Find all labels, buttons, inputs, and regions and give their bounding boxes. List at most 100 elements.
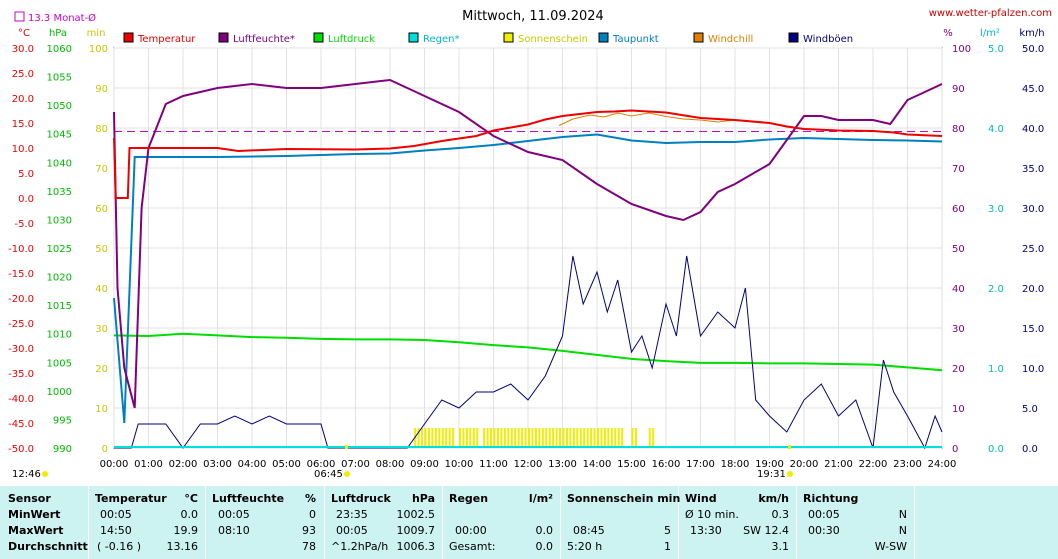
sunshine-bar bbox=[486, 428, 489, 448]
moonrise-icon bbox=[42, 471, 48, 477]
sunshine-bar bbox=[500, 428, 503, 448]
wind-tick-label: 10.0 bbox=[1022, 364, 1044, 375]
rain-tick-label: 5.0 bbox=[988, 44, 1004, 55]
sunshine-bar bbox=[452, 428, 455, 448]
minutes-tick-label: 30 bbox=[95, 324, 108, 335]
sunshine-bar bbox=[438, 428, 441, 448]
temp-tick-label: -20.0 bbox=[8, 294, 34, 305]
pressure-tick-label: 1010 bbox=[47, 330, 72, 341]
column-divider bbox=[442, 486, 443, 559]
x-tick-label: 19:00 bbox=[755, 459, 784, 470]
humidity-tick-label: 80 bbox=[952, 124, 965, 135]
x-tick-label: 20:00 bbox=[790, 459, 819, 470]
sunshine-bar bbox=[414, 428, 417, 448]
temp-tick-label: 20.0 bbox=[12, 94, 34, 105]
pressure-avg-value: 1006.3 bbox=[396, 540, 436, 553]
sunshine-bar bbox=[593, 428, 596, 448]
x-tick-label: 12:00 bbox=[514, 459, 543, 470]
sunshine-bar bbox=[531, 428, 534, 448]
temp-tick-label: -40.0 bbox=[8, 394, 34, 405]
minutes-tick-label: 100 bbox=[89, 44, 108, 55]
minutes-tick-label: 80 bbox=[95, 124, 108, 135]
legend-entry: Regen* bbox=[423, 34, 460, 45]
x-tick-label: 04:00 bbox=[238, 459, 267, 470]
temp-trend: ( -0.16 ) bbox=[97, 540, 142, 553]
pressure-min-time: 23:35 bbox=[336, 508, 368, 521]
wind-unit: km/h bbox=[758, 492, 789, 505]
rain-tick-label: 1.0 bbox=[988, 364, 1004, 375]
sunshine-bar bbox=[597, 428, 599, 448]
column-divider bbox=[914, 486, 915, 559]
humidity-avg-value: 78 bbox=[302, 540, 316, 553]
humidity-tick-label: 40 bbox=[952, 284, 965, 295]
column-divider bbox=[796, 486, 797, 559]
sunshine-bar bbox=[648, 428, 651, 448]
sunshine-bar bbox=[417, 428, 420, 448]
weather-chart: -50.0 -45.0 -40.0 -35.0 -30.0 -25.0 -20.0 -15.0… bbox=[0, 0, 1058, 486]
temp-tick-label: 25.0 bbox=[12, 69, 34, 80]
pressure-tick-label: 990 bbox=[53, 444, 72, 455]
temp-tick-label: 10.0 bbox=[12, 144, 34, 155]
legend: Temperatur Luftfeuchte* Luftdruck Regen* Son… bbox=[123, 32, 853, 45]
sunshine-bar bbox=[503, 428, 506, 448]
temp-avg-value: 13.16 bbox=[166, 540, 199, 553]
direction-min-value: N bbox=[898, 508, 907, 521]
minutes-tick-label: 40 bbox=[95, 284, 108, 295]
wind-tick-label: 0.0 bbox=[1022, 444, 1038, 455]
sunrise-time: 06:45 bbox=[314, 469, 343, 480]
wind-tick-label: 25.0 bbox=[1022, 244, 1044, 255]
row-label-min: MinWert bbox=[8, 508, 61, 521]
sunrise-icon bbox=[344, 471, 350, 477]
rain-axis-unit: l/m² bbox=[980, 28, 1000, 39]
pressure-tick-label: 1035 bbox=[47, 187, 72, 198]
axis-tick-labels: -50.0 -45.0 -40.0 -35.0 -30.0 -25.0 -20.0 -15.0… bbox=[8, 44, 1044, 470]
humidity-max-time: 08:10 bbox=[218, 524, 250, 537]
sunshine-bar bbox=[521, 428, 524, 448]
x-tick-label: 21:00 bbox=[824, 459, 853, 470]
pressure-tick-label: 1050 bbox=[47, 101, 72, 112]
month-avg-label: 13.3 Monat-Ø bbox=[28, 12, 96, 24]
temp-tick-label: -15.0 bbox=[8, 269, 34, 280]
pressure-tick-label: 1020 bbox=[47, 273, 72, 284]
wind-avg-value: 3.1 bbox=[771, 540, 790, 553]
rain-tick-label: 0.0 bbox=[988, 444, 1004, 455]
sunshine-bar bbox=[586, 428, 589, 448]
sunshine-bar bbox=[434, 428, 437, 448]
sunshine-header: Sonnenschein min bbox=[567, 492, 681, 505]
pressure-tick-label: 1025 bbox=[47, 244, 72, 255]
temp-header: Temperatur bbox=[95, 492, 167, 505]
temp-min-value: 0.0 bbox=[180, 508, 199, 521]
pressure-trend: ^1.2hPa/h bbox=[331, 540, 389, 553]
wind-min-value: 0.3 bbox=[771, 508, 790, 521]
sunshine-bar bbox=[559, 428, 562, 448]
pressure-axis-unit: hPa bbox=[49, 28, 67, 39]
x-tick-label: 02:00 bbox=[169, 459, 198, 470]
x-tick-label: 01:00 bbox=[134, 459, 163, 470]
temp-axis-unit: °C bbox=[18, 28, 30, 39]
sunshine-bar bbox=[424, 428, 427, 448]
chart-background bbox=[0, 0, 1058, 486]
humidity-tick-label: 10 bbox=[952, 404, 965, 415]
rain-tick-label: 3.0 bbox=[988, 204, 1004, 215]
pressure-tick-label: 1000 bbox=[47, 387, 72, 398]
sunshine-bar bbox=[631, 428, 634, 448]
website-link[interactable]: www.wetter-pfalzen.com bbox=[929, 8, 1052, 19]
sunshine-bar bbox=[431, 428, 434, 448]
x-tick-label: 08:00 bbox=[376, 459, 405, 470]
pressure-tick-label: 1005 bbox=[47, 358, 72, 369]
sunshine-bar bbox=[603, 428, 606, 448]
temp-tick-label: 15.0 bbox=[12, 119, 34, 130]
legend-entry: Taupunkt bbox=[612, 34, 659, 45]
sunshine-bar bbox=[472, 428, 475, 448]
legend-entry: Sonnenschein bbox=[518, 34, 588, 45]
sunshine-bar bbox=[469, 428, 472, 448]
pressure-tick-label: 1055 bbox=[47, 73, 72, 84]
sunshine-bar bbox=[652, 428, 655, 448]
wind-avg10-label: Ø 10 min. bbox=[685, 508, 739, 521]
temp-unit: °C bbox=[184, 492, 198, 505]
pressure-max-time: 00:05 bbox=[336, 524, 368, 537]
series-lines bbox=[113, 78, 943, 450]
sunshine-bar bbox=[555, 428, 558, 448]
sunshine-avg-value: 1 bbox=[664, 540, 671, 553]
pressure-unit: hPa bbox=[411, 492, 435, 505]
